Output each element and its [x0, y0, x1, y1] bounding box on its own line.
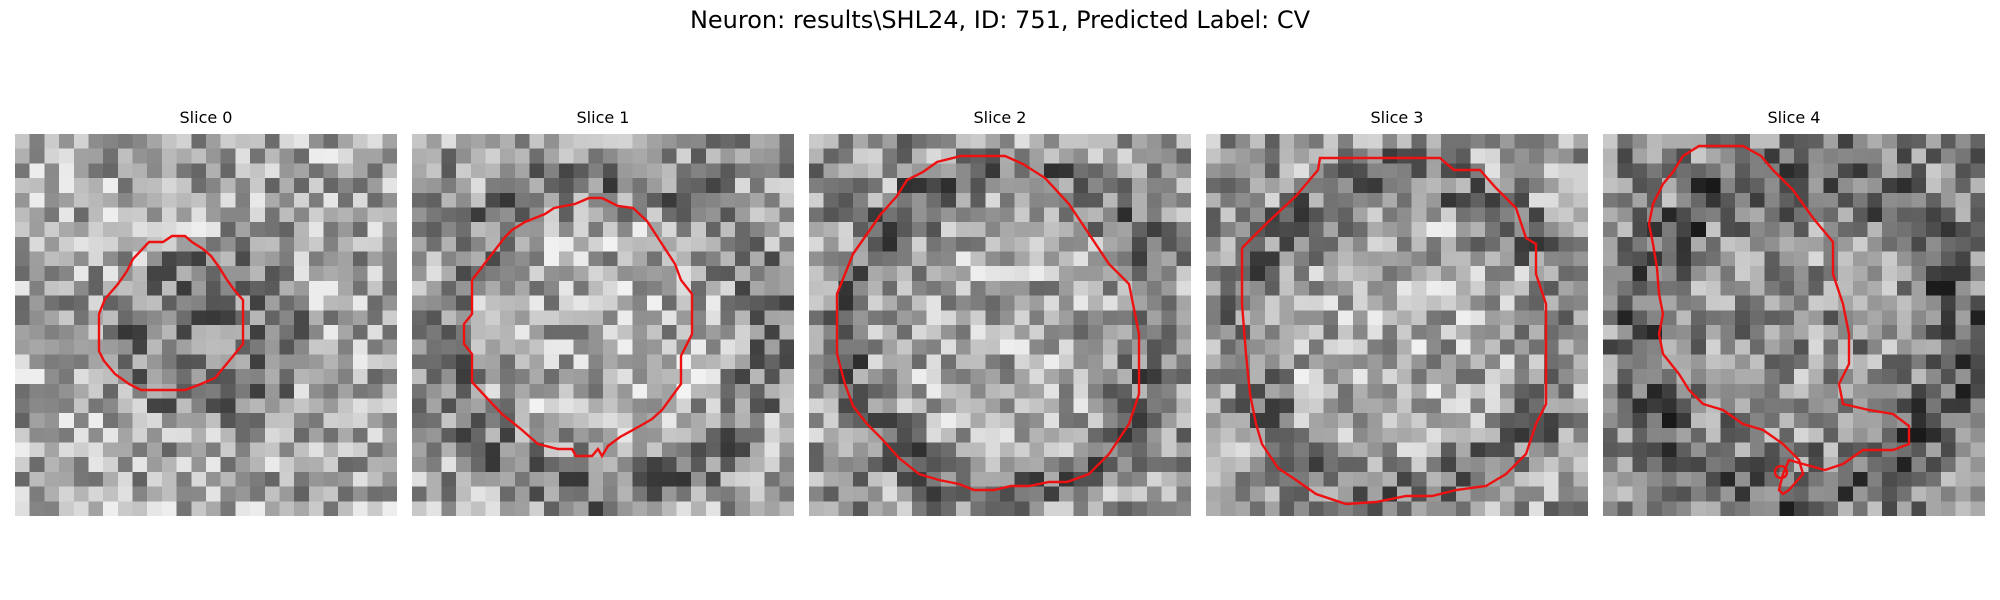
slice-image-2: [809, 134, 1191, 516]
segmentation-contour-0: [97, 234, 245, 392]
slice-image-4: [1603, 134, 1985, 516]
segmentation-contour-3: [1240, 156, 1548, 506]
slice-title-0: Slice 0: [179, 108, 233, 127]
segmentation-contour-1: [462, 196, 694, 459]
segmentation-contour-4: [1647, 144, 1911, 496]
slice-image-0: [15, 134, 397, 516]
slice-title-4: Slice 4: [1767, 108, 1821, 127]
slice-title-2: Slice 2: [973, 108, 1027, 127]
figure-title: Neuron: results\SHL24, ID: 751, Predicte…: [689, 6, 1311, 34]
slice-image-3: [1206, 134, 1588, 516]
slice-title-1: Slice 1: [576, 108, 630, 127]
slice-image-1: [412, 134, 794, 516]
segmentation-contour-2: [835, 154, 1141, 492]
contour-endpoint-marker: [1773, 464, 1789, 480]
slice-title-3: Slice 3: [1370, 108, 1424, 127]
